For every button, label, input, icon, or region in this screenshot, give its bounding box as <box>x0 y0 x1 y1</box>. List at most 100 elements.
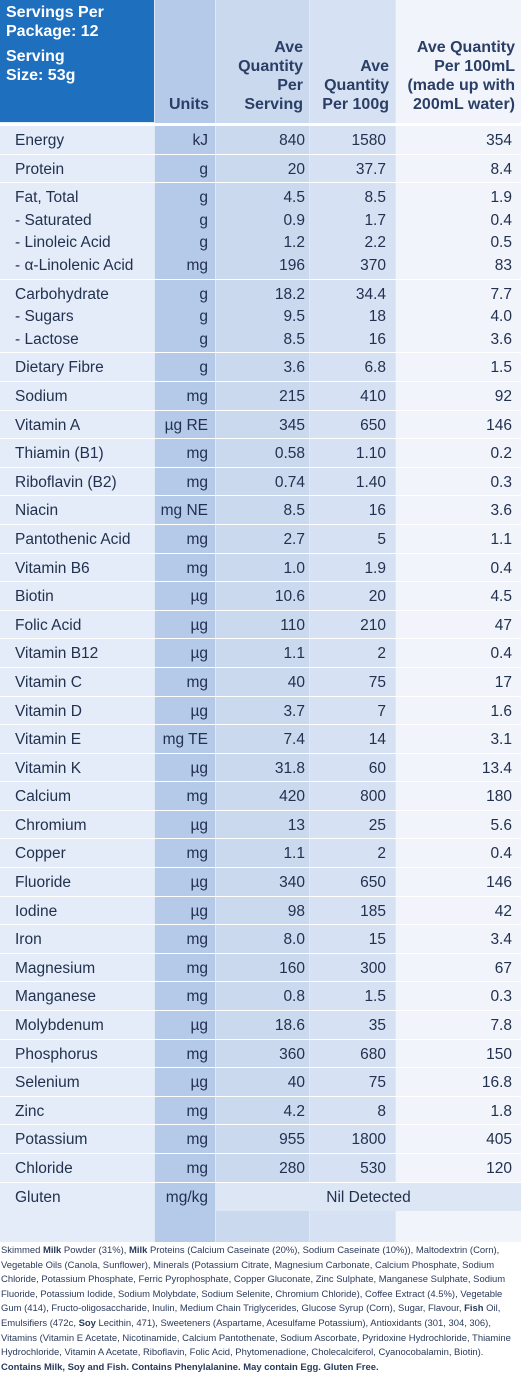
value-per-100g: 20 <box>368 588 386 606</box>
value-per-serving: 18.6 <box>274 1017 305 1035</box>
nutrient-name-cell: Pantothenic Acid <box>0 525 154 553</box>
nutrient-name-cell: Zinc <box>0 1097 154 1125</box>
per-100g-header: Ave Quantity Per 100g <box>310 0 395 122</box>
value-per-serving: 1.0 <box>283 559 305 577</box>
value-per-100g: 8 <box>377 1102 386 1120</box>
value-per-100ml-cell: 405 <box>396 1125 521 1153</box>
value-per-100g-cell: 1.5 <box>310 982 395 1010</box>
header-divider <box>0 123 521 126</box>
value-per-100g: 370 <box>360 256 386 274</box>
nutrient-name: Calcium <box>15 788 71 806</box>
value-per-100ml-cell: 146 <box>396 411 521 439</box>
value-per-serving-cell: 40 <box>216 668 309 696</box>
value-per-100g: 18 <box>368 308 386 326</box>
nutrient-name: Fat, Total <box>15 189 79 207</box>
unit-cell: mg <box>155 468 215 496</box>
unit: mg <box>186 1102 208 1120</box>
nutrient-name: Protein <box>15 160 65 178</box>
nutrient-name: Vitamin E <box>15 731 82 749</box>
nutrient-name-cell: Calcium <box>0 782 154 810</box>
nutrient-name: Folic Acid <box>15 616 82 634</box>
value-per-100g: 16 <box>368 330 386 348</box>
unit: kJ <box>192 132 209 149</box>
value-per-100g-cell: 16 <box>310 496 395 524</box>
value-per-100g: 75 <box>368 673 386 691</box>
value-per-100g: 650 <box>360 874 386 892</box>
nutrient-row: Folic Acid µg 110 210 47 <box>0 611 521 640</box>
value-per-100g-cell: 34.4 18 16 <box>310 280 395 353</box>
nutrient-row: Selenium µg 40 75 16.8 <box>0 1068 521 1097</box>
value-per-100g: 7 <box>377 702 386 720</box>
value-per-100ml-cell: 13.4 <box>396 754 521 782</box>
unit-cell: g <box>155 155 215 183</box>
unit-cell: µg <box>155 582 215 610</box>
nutrient-name-cell: Vitamin K <box>0 754 154 782</box>
nutrient-row: Manganese mg 0.8 1.5 0.3 <box>0 982 521 1012</box>
value-per-100ml-cell: 7.7 4.0 3.6 <box>396 280 521 353</box>
value-per-serving: 10.6 <box>274 588 305 606</box>
unit: µg <box>190 588 208 606</box>
unit: g <box>199 308 208 326</box>
value-per-serving: 420 <box>279 788 305 806</box>
gluten-row: Gluten mg/kg Nil Detected <box>0 1182 521 1212</box>
ingredients-statement: Skimmed Milk Powder (31%), Milk Proteins… <box>0 1244 521 1375</box>
unit-cell: mg <box>155 1040 215 1068</box>
allergen-word: Soy <box>78 1317 96 1329</box>
unit: g <box>199 211 208 229</box>
value-per-serving: 8.0 <box>283 931 305 949</box>
value-per-100ml: 3.1 <box>490 731 512 749</box>
value-per-100ml-cell: 0.3 <box>396 982 521 1010</box>
value-per-100ml: 3.6 <box>490 502 512 520</box>
per-serving-header-line: Per Serving <box>244 77 303 113</box>
value-per-100ml: 1.8 <box>490 1102 512 1120</box>
value-per-100g: 379 <box>310 153 386 154</box>
value-per-100ml: 0.4 <box>490 645 512 663</box>
nutrient-name: Sodium <box>15 387 68 405</box>
value-per-100g: 2.2 <box>364 234 386 252</box>
nutrient-row: Phosphorus mg 360 680 150 <box>0 1040 521 1069</box>
value-per-100g: 8.5 <box>364 189 386 207</box>
value-per-100g: 1800 <box>351 1131 386 1149</box>
value-per-serving-cell: 20 <box>216 155 309 183</box>
value-per-100g-cell: 2 <box>310 839 395 867</box>
value-per-100ml-cell: 8.4 <box>396 155 521 183</box>
value-per-100ml-cell: 1.9 0.4 0.5 83 <box>396 183 521 278</box>
nutrient-name: Vitamin B6 <box>15 559 90 577</box>
value-per-serving-cell: 1.1 <box>216 639 309 667</box>
unit: g <box>199 359 208 377</box>
ingredients-text: Proteins (Calcium Caseinate (20%), Sodiu… <box>1 1245 506 1315</box>
nutrient-name-cell: Magnesium <box>0 954 154 982</box>
value-per-100g-cell: 75 <box>310 668 395 696</box>
unit-cell: µg <box>155 868 215 896</box>
value-per-serving-cell: 18.2 9.5 8.5 <box>216 280 309 353</box>
value-per-100g: 680 <box>360 1045 386 1063</box>
nutrient-row: Carbohydrate - Sugars - Lactose g g g 18.2 9.5 8… <box>0 280 521 354</box>
nutrient-row: Energy kJ Cal 840 201 1580 379 354 85 <box>0 126 521 155</box>
nutrient-row: Vitamin B12 µg 1.1 2 0.4 <box>0 639 521 668</box>
value-per-100ml: 120 <box>486 1160 512 1177</box>
value-per-serving: 20 <box>287 160 305 178</box>
value-per-100g-cell: 410 <box>310 382 395 410</box>
value-per-100ml-cell: 47 <box>396 611 521 639</box>
value-per-100ml: 4.5 <box>490 588 512 606</box>
nutrient-name: Selenium <box>15 1074 80 1092</box>
value-per-100g-cell: 2 <box>310 639 395 667</box>
units-column-bg <box>155 0 215 1242</box>
unit: mg TE <box>162 731 208 749</box>
unit: mg <box>186 959 208 977</box>
value-per-100g: 60 <box>368 759 386 777</box>
value-per-100ml: 1.9 <box>490 189 512 207</box>
value-per-serving: 0.9 <box>283 211 305 229</box>
value-per-100ml-cell: 42 <box>396 897 521 925</box>
unit-cell: mg <box>155 439 215 467</box>
unit-cell: mg TE <box>155 725 215 753</box>
value-per-100g: 185 <box>360 902 386 920</box>
value-per-100ml: 85 <box>396 153 512 154</box>
value-per-serving: 40 <box>287 1074 305 1092</box>
value-per-100g: 300 <box>360 959 386 977</box>
value-per-serving-cell: 18.6 <box>216 1011 309 1039</box>
nutrient-name: Manganese <box>15 988 97 1006</box>
nutrient-row: Magnesium mg 160 300 67 <box>0 954 521 983</box>
value-per-serving: 3.6 <box>283 359 305 377</box>
unit: µg <box>190 816 208 834</box>
